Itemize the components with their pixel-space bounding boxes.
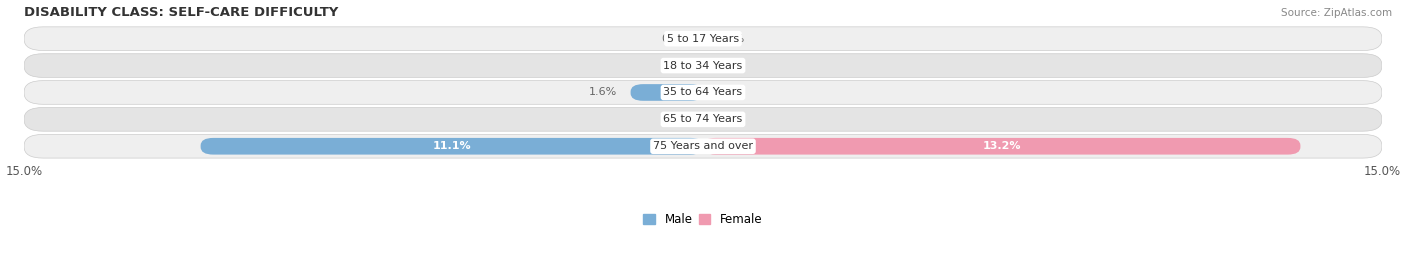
Legend: Male, Female: Male, Female (644, 213, 762, 226)
Text: 0.0%: 0.0% (717, 61, 745, 70)
Text: 65 to 74 Years: 65 to 74 Years (664, 114, 742, 124)
FancyBboxPatch shape (24, 81, 1382, 104)
Text: DISABILITY CLASS: SELF-CARE DIFFICULTY: DISABILITY CLASS: SELF-CARE DIFFICULTY (24, 6, 339, 18)
Text: 0.0%: 0.0% (661, 61, 689, 70)
FancyBboxPatch shape (24, 107, 1382, 131)
Text: Source: ZipAtlas.com: Source: ZipAtlas.com (1281, 8, 1392, 18)
Text: 0.0%: 0.0% (661, 114, 689, 124)
Text: 11.1%: 11.1% (433, 141, 471, 151)
FancyBboxPatch shape (24, 54, 1382, 77)
FancyBboxPatch shape (630, 84, 703, 101)
Text: 0.0%: 0.0% (717, 34, 745, 44)
FancyBboxPatch shape (24, 135, 1382, 158)
Text: 0.0%: 0.0% (717, 114, 745, 124)
FancyBboxPatch shape (703, 138, 1301, 155)
Text: 0.0%: 0.0% (717, 87, 745, 98)
Text: 35 to 64 Years: 35 to 64 Years (664, 87, 742, 98)
FancyBboxPatch shape (201, 138, 703, 155)
Text: 13.2%: 13.2% (983, 141, 1021, 151)
Text: 0.0%: 0.0% (661, 34, 689, 44)
Text: 75 Years and over: 75 Years and over (652, 141, 754, 151)
FancyBboxPatch shape (24, 27, 1382, 50)
Text: 18 to 34 Years: 18 to 34 Years (664, 61, 742, 70)
Text: 1.6%: 1.6% (589, 87, 617, 98)
Text: 5 to 17 Years: 5 to 17 Years (666, 34, 740, 44)
